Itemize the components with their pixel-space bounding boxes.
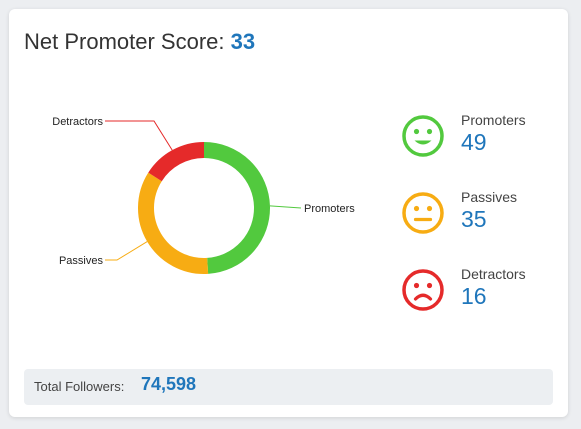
slice-label-passives: Passives: [59, 255, 104, 267]
slice-label-detractors: Detractors: [52, 116, 103, 128]
nps-donut-chart: Promoters Passives Detractors: [52, 116, 355, 274]
callout-line-passives: [105, 241, 148, 261]
title-label: Net Promoter Score:: [24, 29, 225, 54]
nps-score: 33: [230, 29, 256, 54]
total-followers-label: Total Followers:: [34, 379, 125, 394]
slice-label-promoters: Promoters: [304, 203, 355, 215]
smile-face-icon: [402, 115, 444, 157]
legend-item-promoters: Promoters 49: [401, 110, 561, 166]
callout-line-promoters: [269, 205, 302, 209]
total-followers-bar: Total Followers: 74,598: [24, 369, 553, 405]
legend-label: Detractors: [461, 266, 526, 282]
callout-line-detractors: [105, 120, 173, 151]
donut-slice-passives[interactable]: [138, 172, 209, 274]
nps-card: Net Promoter Score: 33 Promoters Passives…: [9, 9, 568, 417]
donut-slice-detractors[interactable]: [148, 142, 205, 182]
legend-label: Promoters: [461, 112, 526, 128]
frown-face-icon: [402, 269, 444, 311]
legend-value: 49: [461, 129, 487, 155]
donut-slice-promoters[interactable]: [203, 142, 270, 274]
legend-label: Passives: [461, 189, 518, 205]
neutral-face-icon: [402, 192, 444, 234]
total-followers-value: 74,598: [141, 374, 197, 394]
page-title: Net Promoter Score: 33: [24, 29, 255, 55]
legend-value: 35: [461, 206, 487, 232]
legend-value: 16: [461, 283, 487, 309]
legend-item-passives: Passives 35: [401, 187, 561, 243]
legend-item-detractors: Detractors 16: [401, 264, 561, 320]
